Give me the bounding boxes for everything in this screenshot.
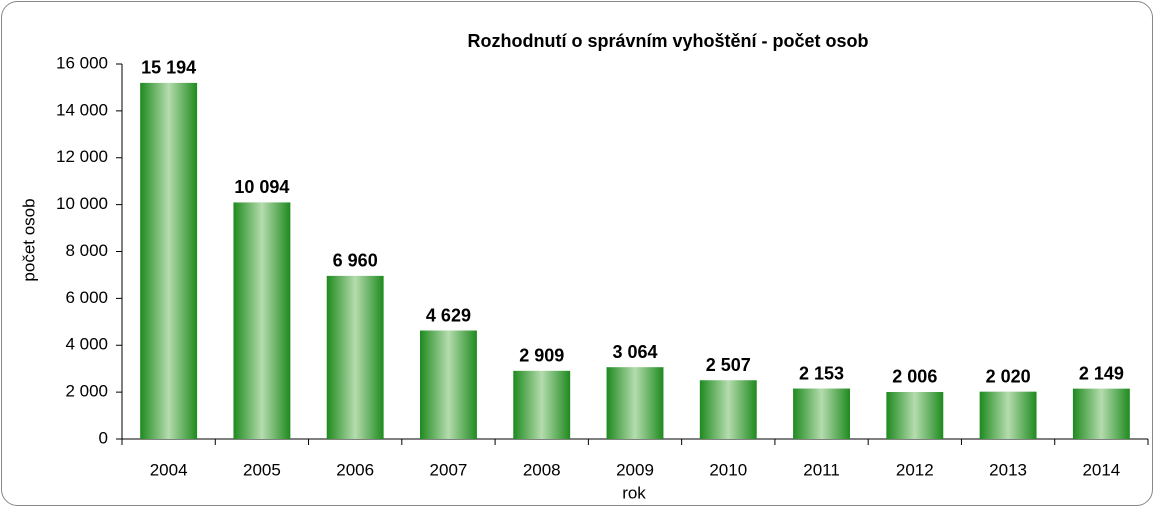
y-tick-label: 10 000 <box>56 194 108 213</box>
x-tick-label: 2014 <box>1082 460 1120 479</box>
chart-title: Rozhodnutí o správním vyhoštění - počet … <box>467 31 868 51</box>
y-tick-label: 0 <box>99 428 108 447</box>
value-label: 2 149 <box>1079 363 1124 383</box>
y-tick-label: 6 000 <box>65 288 108 307</box>
x-tick-label: 2009 <box>616 460 654 479</box>
bar <box>699 380 757 439</box>
y-tick-label: 12 000 <box>56 147 108 166</box>
x-tick-label: 2008 <box>523 460 561 479</box>
bar <box>606 367 664 439</box>
x-tick-label: 2006 <box>336 460 374 479</box>
y-tick-label: 8 000 <box>65 241 108 260</box>
y-tick-label: 16 000 <box>56 53 108 72</box>
x-tick-label: 2010 <box>709 460 747 479</box>
value-label: 3 064 <box>612 342 657 362</box>
y-tick-label: 14 000 <box>56 100 108 119</box>
value-label: 2 020 <box>986 366 1031 386</box>
value-label: 2 507 <box>706 355 751 375</box>
x-tick-label: 2007 <box>430 460 468 479</box>
y-tick-label: 4 000 <box>65 335 108 354</box>
value-label: 2 006 <box>892 367 937 387</box>
value-label: 6 960 <box>333 251 378 271</box>
x-tick-label: 2004 <box>150 460 188 479</box>
value-label: 4 629 <box>426 305 471 325</box>
bar <box>326 275 384 439</box>
bar <box>886 391 944 439</box>
x-tick-label: 2013 <box>989 460 1027 479</box>
value-label: 15 194 <box>141 58 196 78</box>
bar <box>420 330 477 439</box>
x-tick-label: 2011 <box>803 460 840 479</box>
bar <box>979 391 1037 439</box>
y-tick-label: 2 000 <box>65 382 108 401</box>
bar <box>1072 388 1130 439</box>
value-label: 2 909 <box>519 346 564 366</box>
x-tick-label: 2012 <box>896 460 934 479</box>
x-axis-label: rok <box>622 483 646 502</box>
bar <box>513 370 571 439</box>
value-label: 2 153 <box>799 363 844 383</box>
bar <box>140 82 198 439</box>
bar <box>233 202 291 439</box>
value-label: 10 094 <box>234 177 289 197</box>
y-axis-label: počet osob <box>19 198 38 281</box>
x-tick-label: 2005 <box>243 460 281 479</box>
bar <box>793 388 850 439</box>
